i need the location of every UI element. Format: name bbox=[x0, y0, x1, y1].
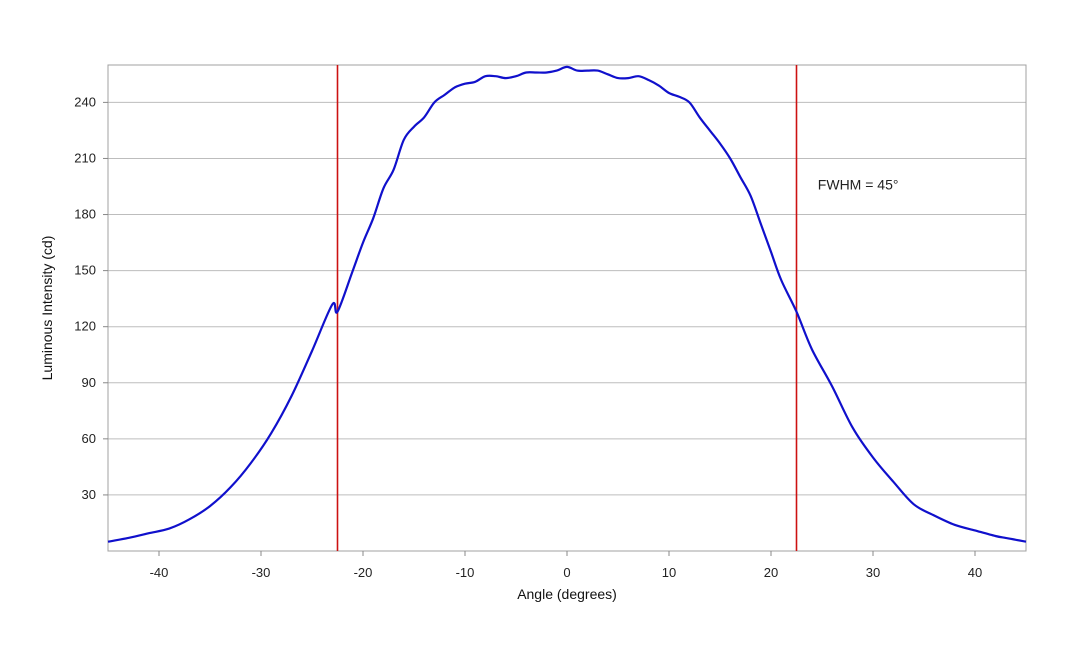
x-axis-title: Angle (degrees) bbox=[517, 586, 617, 602]
gridlines bbox=[108, 101, 1026, 496]
x-tick-label: 0 bbox=[563, 565, 570, 580]
x-tick-label: 20 bbox=[764, 565, 778, 580]
y-tick-label: 30 bbox=[82, 487, 96, 502]
y-tick-label: 180 bbox=[74, 207, 96, 222]
x-tick-label: 30 bbox=[866, 565, 880, 580]
x-tick-label: 40 bbox=[968, 565, 982, 580]
series-layer bbox=[107, 65, 1027, 543]
x-tick-label: -40 bbox=[150, 565, 169, 580]
fwhm-annotation: FWHM = 45° bbox=[818, 177, 899, 193]
y-tick-label: 210 bbox=[74, 150, 96, 165]
y-tick-label: 120 bbox=[74, 319, 96, 334]
intensity-curve bbox=[107, 65, 1027, 543]
fwhm-markers bbox=[336, 65, 798, 551]
plot-frame bbox=[107, 64, 1027, 552]
x-axis-ticks: -40 -30 -20 -10 0 10 20 30 40 bbox=[150, 551, 982, 580]
y-axis-title: Luminous Intensity (cd) bbox=[39, 236, 55, 381]
y-axis-ticks: 30 60 90 120 150 180 210 240 bbox=[74, 94, 108, 502]
y-tick-label: 60 bbox=[82, 431, 96, 446]
annotations: FWHM = 45° bbox=[818, 177, 899, 193]
y-tick-label: 90 bbox=[82, 375, 96, 390]
x-tick-label: -30 bbox=[252, 565, 271, 580]
x-tick-label: -10 bbox=[456, 565, 475, 580]
x-tick-label: 10 bbox=[662, 565, 676, 580]
y-tick-label: 240 bbox=[74, 94, 96, 109]
x-tick-label: -20 bbox=[354, 565, 373, 580]
y-tick-label: 150 bbox=[74, 263, 96, 278]
